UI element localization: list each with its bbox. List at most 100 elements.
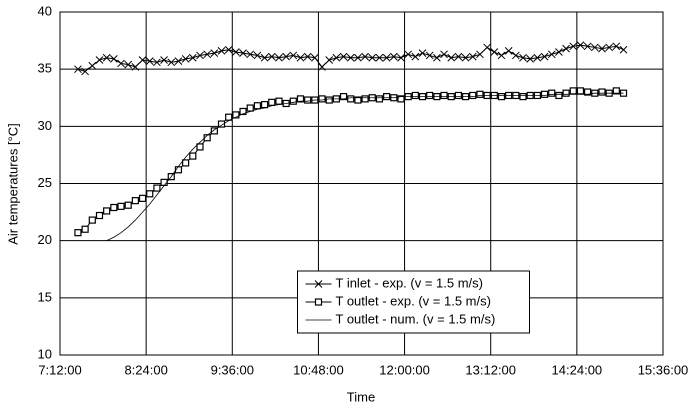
- square-marker: [232, 111, 240, 119]
- y-tick-label: 25: [38, 175, 52, 190]
- x-marker: [232, 48, 240, 56]
- square-marker: [476, 90, 484, 98]
- x-tick-label: 15:36:00: [638, 362, 689, 377]
- x-marker: [454, 52, 463, 61]
- x-marker: [246, 50, 255, 59]
- square-marker: [268, 98, 276, 106]
- square-marker: [74, 229, 82, 237]
- square-marker: [612, 87, 620, 95]
- x-marker: [382, 53, 391, 62]
- x-marker: [160, 56, 168, 64]
- x-marker: [346, 53, 355, 62]
- x-marker: [605, 43, 614, 52]
- x-marker: [339, 52, 348, 61]
- square-marker: [562, 89, 570, 97]
- square-marker: [361, 95, 369, 103]
- x-marker: [131, 63, 140, 71]
- x-marker: [314, 280, 323, 288]
- x-marker: [81, 67, 89, 76]
- x-marker: [461, 53, 470, 62]
- square-marker: [397, 95, 405, 103]
- square-marker: [81, 225, 89, 233]
- x-marker: [425, 51, 434, 60]
- x-marker: [612, 42, 621, 51]
- y-tick-label: 20: [38, 232, 52, 247]
- x-marker: [260, 53, 269, 62]
- square-marker: [325, 96, 333, 104]
- series-line: [106, 92, 624, 242]
- x-marker: [239, 49, 247, 58]
- square-marker: [160, 178, 168, 186]
- square-marker: [146, 190, 154, 198]
- x-marker: [267, 52, 276, 61]
- legend-label: T inlet - exp. (v = 1.5 m/s): [336, 275, 484, 290]
- x-tick-label: 12:00:00: [379, 362, 430, 377]
- legend: T inlet - exp. (v = 1.5 m/s) T outlet - e…: [297, 270, 530, 334]
- x-marker: [210, 49, 219, 58]
- x-marker: [511, 51, 520, 60]
- x-marker: [576, 41, 585, 50]
- y-axis-label: Air temperatures [°C]: [5, 123, 20, 245]
- x-marker: [275, 53, 283, 62]
- x-marker: [74, 65, 82, 74]
- x-marker: [109, 55, 118, 63]
- square-marker: [260, 101, 269, 109]
- square-marker: [210, 127, 218, 135]
- x-marker: [519, 53, 527, 62]
- square-marker: [196, 143, 204, 151]
- x-marker: [167, 58, 176, 67]
- x-marker: [124, 60, 133, 69]
- square-marker: [347, 95, 355, 103]
- x-marker: [102, 53, 111, 62]
- x-marker: [282, 52, 290, 61]
- square-marker: [411, 91, 419, 100]
- x-marker: [619, 45, 628, 54]
- square-marker: [576, 87, 585, 95]
- square-marker: [598, 88, 606, 96]
- x-marker: [88, 61, 97, 70]
- square-marker: [440, 91, 448, 100]
- square-marker: [289, 97, 297, 105]
- x-marker: [181, 55, 190, 63]
- x-marker: [483, 43, 491, 52]
- x-axis-label: Time: [347, 389, 375, 404]
- square-marker: [117, 202, 125, 210]
- x-marker: [411, 52, 420, 61]
- square-marker: [548, 89, 556, 97]
- square-marker: [239, 107, 247, 116]
- square-marker: [383, 93, 391, 101]
- x-tick-label: 9:36:00: [211, 362, 254, 377]
- x-tick-label: 14:24:00: [552, 362, 603, 377]
- x-marker: [153, 58, 161, 67]
- x-marker: [533, 53, 542, 62]
- x-marker: [145, 57, 154, 66]
- x-marker: [289, 51, 298, 60]
- x-marker: [569, 42, 578, 51]
- y-tick-label: 10: [38, 346, 52, 361]
- x-marker: [361, 52, 369, 61]
- square-marker: [110, 203, 118, 212]
- square-marker: [246, 104, 254, 112]
- x-marker: [598, 44, 606, 53]
- x-marker: [196, 51, 204, 60]
- x-tick-label: 8:24:00: [124, 362, 167, 377]
- square-marker: [339, 93, 348, 101]
- x-marker: [325, 56, 334, 64]
- square-marker: [88, 216, 96, 224]
- x-marker: [433, 53, 441, 62]
- x-marker: [590, 43, 599, 52]
- x-marker: [188, 53, 197, 62]
- x-marker: [397, 53, 405, 62]
- square-marker: [454, 91, 463, 100]
- x-marker: [547, 50, 556, 59]
- square-marker: [318, 95, 326, 103]
- legend-label: T outlet - num. (v = 1.5 m/s): [336, 311, 496, 326]
- square-marker: [182, 159, 190, 167]
- x-marker: [526, 55, 535, 63]
- square-marker: [296, 95, 305, 103]
- y-tick-label: 15: [38, 289, 52, 304]
- y-tick-label: 35: [38, 61, 52, 76]
- square-marker: [304, 96, 312, 104]
